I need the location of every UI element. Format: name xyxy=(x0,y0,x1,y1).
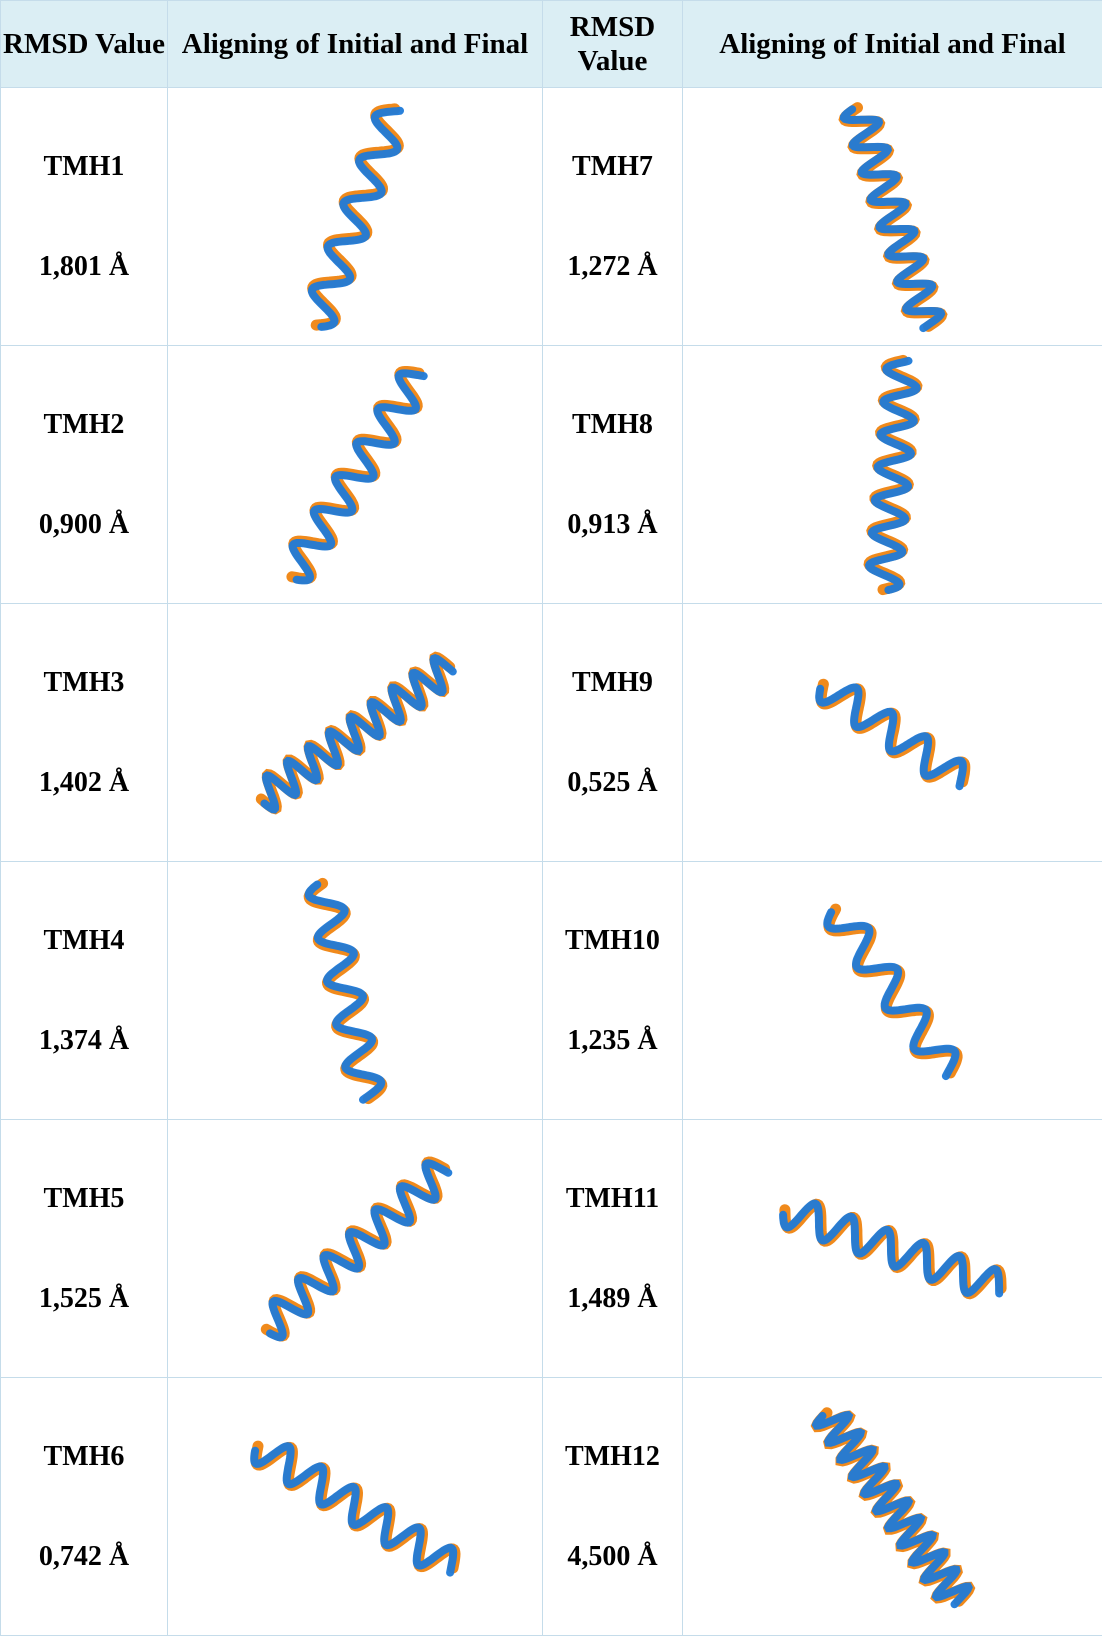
helix-final xyxy=(827,912,955,1076)
rmsd-value: 1,235 Å xyxy=(543,991,682,1091)
helix-name: TMH7 xyxy=(543,117,682,217)
header-cell: Aligning of Initial and Final xyxy=(168,1,543,88)
image-cell xyxy=(683,346,1102,604)
helix-name: TMH9 xyxy=(543,633,682,733)
rmsd-value: 1,801 Å xyxy=(1,217,167,317)
helix-alignment-image xyxy=(683,347,1102,603)
helix-name: TMH5 xyxy=(1,1149,167,1249)
rmsd-value: 0,913 Å xyxy=(543,475,682,575)
helix-name: TMH6 xyxy=(1,1407,167,1507)
helix-alignment-image xyxy=(168,605,543,861)
header-cell: Aligning of Initial and Final xyxy=(683,1,1102,88)
image-cell xyxy=(168,88,543,346)
rmsd-value: 1,525 Å xyxy=(1,1249,167,1349)
image-cell xyxy=(168,604,543,862)
helix-name: TMH2 xyxy=(1,375,167,475)
helix-name: TMH10 xyxy=(543,891,682,991)
image-cell xyxy=(168,346,543,604)
helix-name: TMH11 xyxy=(543,1149,682,1249)
helix-name: TMH12 xyxy=(543,1407,682,1507)
helix-name: TMH3 xyxy=(1,633,167,733)
image-cell xyxy=(683,604,1102,862)
helix-final xyxy=(844,109,941,328)
helix-alignment-image xyxy=(683,1379,1102,1635)
helix-final xyxy=(309,884,382,1099)
image-cell xyxy=(683,1378,1102,1636)
helix-alignment-image xyxy=(168,89,543,345)
helix-final xyxy=(312,110,400,326)
rmsd-value: 0,525 Å xyxy=(543,733,682,833)
helix-alignment-image xyxy=(168,1379,543,1635)
helix-alignment-image xyxy=(683,1121,1102,1377)
rmsd-value: 1,272 Å xyxy=(543,217,682,317)
helix-alignment-image xyxy=(168,863,543,1119)
header-cell: RMSD Value xyxy=(543,1,683,88)
image-cell xyxy=(683,88,1102,346)
header-cell: RMSD Value xyxy=(1,1,168,88)
image-cell xyxy=(168,862,543,1120)
helix-alignment-image xyxy=(168,1121,543,1377)
rmsd-value: 0,742 Å xyxy=(1,1507,167,1607)
helix-alignment-image xyxy=(683,605,1102,861)
helix-final xyxy=(783,1203,999,1293)
rmsd-value: 1,489 Å xyxy=(543,1249,682,1349)
helix-name: TMH4 xyxy=(1,891,167,991)
header-row: RMSD Value Aligning of Initial and Final… xyxy=(1,1,1102,88)
helix-final xyxy=(816,1415,968,1604)
helix-alignment-image xyxy=(683,863,1102,1119)
rmsd-value: 4,500 Å xyxy=(543,1507,682,1607)
rmsd-value: 1,402 Å xyxy=(1,733,167,833)
helix-alignment-image xyxy=(168,347,543,603)
rmsd-value: 0,900 Å xyxy=(1,475,167,575)
image-cell xyxy=(683,862,1102,1120)
image-cell xyxy=(168,1378,543,1636)
helix-alignment-image xyxy=(683,89,1102,345)
helix-name: TMH8 xyxy=(543,375,682,475)
image-cell xyxy=(683,1120,1102,1378)
rmsd-value: 1,374 Å xyxy=(1,991,167,1091)
rmsd-table: RMSD Value Aligning of Initial and Final… xyxy=(0,0,1102,1636)
image-cell xyxy=(168,1120,543,1378)
helix-name: TMH1 xyxy=(1,117,167,217)
